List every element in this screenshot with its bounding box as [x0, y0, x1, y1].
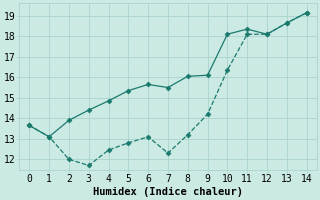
X-axis label: Humidex (Indice chaleur): Humidex (Indice chaleur) — [93, 186, 243, 197]
